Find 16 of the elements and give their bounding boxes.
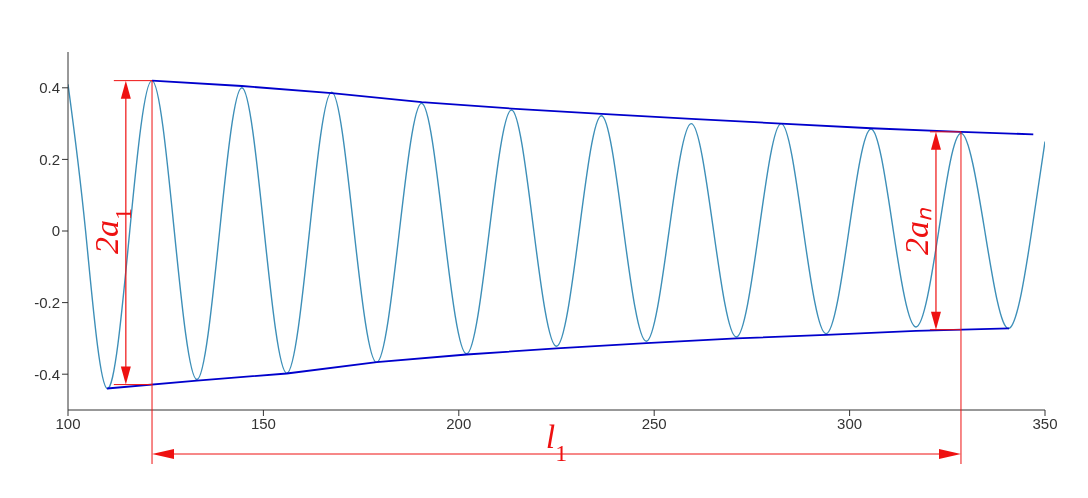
x-tick-label: 300 [837, 414, 863, 432]
y-tick-label: -0.2 [34, 293, 60, 311]
line-series [106, 327, 1010, 390]
x-tick-label: 100 [55, 414, 81, 432]
y-tick-label: 0.4 [39, 79, 60, 97]
x-tick-label: 150 [250, 414, 276, 432]
line-series [151, 79, 1035, 136]
y-tick-label: 0.2 [39, 150, 60, 168]
x-tick-label: 350 [1032, 414, 1058, 432]
x-tick-label: 250 [641, 414, 667, 432]
x-tick-label: 200 [446, 414, 472, 432]
y-tick-label: -0.4 [34, 365, 60, 383]
line-series [68, 79, 1045, 390]
text: l$_{1}$ [545, 418, 568, 466]
annotation: 2aₙ [897, 207, 935, 255]
y-tick-label: 0 [51, 222, 60, 240]
